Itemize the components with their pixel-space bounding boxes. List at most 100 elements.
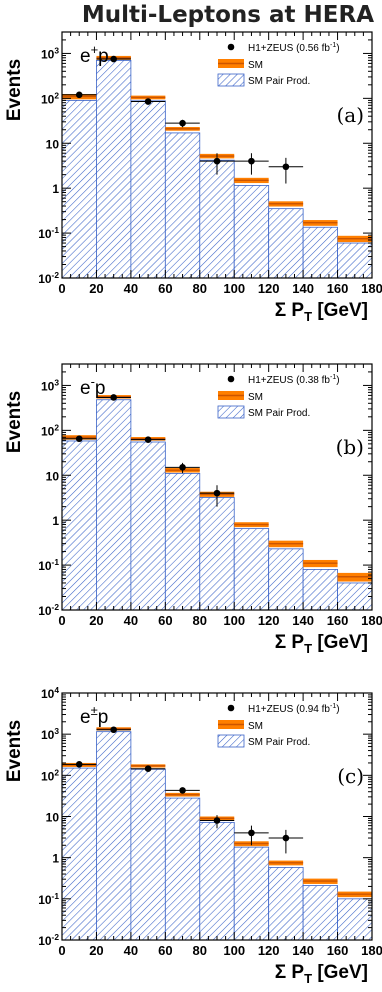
pair-prod-bar [164, 472, 201, 611]
y-tick-label: 102 [41, 90, 59, 106]
data-point [282, 163, 290, 171]
x-tick-label: 0 [58, 281, 65, 296]
x-tick-label: 40 [124, 613, 138, 628]
x-tick-label: 80 [193, 613, 207, 628]
pair-prod-bar [96, 731, 132, 941]
data-point [213, 489, 221, 497]
data-point [144, 98, 152, 105]
pair-prod-bar [302, 226, 338, 279]
x-tick-label: 180 [361, 943, 382, 958]
x-tick-label: 40 [124, 281, 138, 296]
x-tick-label: 100 [223, 281, 245, 296]
y-axis-label: Events [4, 720, 25, 782]
legend-sm-label: SM [248, 60, 263, 71]
y-axis-label: Events [4, 391, 25, 453]
legend-pair-swatch [217, 73, 245, 87]
chart-panel-c: 0 20 40 60 80 100 120 140 160 180 10-2 10-1 1 10 102 10… [4, 685, 382, 986]
pair-prod-bar [61, 440, 97, 611]
data-point [213, 157, 221, 165]
x-tick-label: 120 [258, 613, 280, 628]
pair-prod-bar [233, 528, 270, 611]
legend-pair-swatch [217, 734, 245, 748]
legend-data-marker [227, 375, 235, 383]
x-tick-label: 100 [223, 613, 245, 628]
pair-prod-bar [199, 159, 235, 279]
y-tick-label: 10-2 [38, 932, 59, 948]
x-tick-label: 160 [327, 281, 349, 296]
pair-prod-bar [164, 132, 201, 279]
y-tick-label: 1 [52, 182, 59, 196]
y-tick-label: 103 [41, 726, 59, 742]
pair-prod-bar [199, 821, 235, 941]
y-tick-label: 103 [41, 45, 59, 61]
pair-prod-bar [302, 569, 338, 611]
pair-prod-bar [337, 582, 373, 611]
x-tick-label: 120 [258, 281, 280, 296]
data-point [248, 829, 255, 837]
data-point [144, 436, 152, 443]
y-tick-label: 10 [46, 811, 60, 825]
data-point [144, 765, 152, 772]
pair-prod-bar [268, 548, 304, 611]
data-point [75, 435, 83, 443]
y-tick-label: 103 [41, 377, 59, 393]
legend-pair-label: SM Pair Prod. [248, 408, 310, 419]
process-label: e+p [80, 42, 109, 67]
pair-prod-bar [96, 59, 132, 279]
data-point [179, 787, 186, 794]
x-tick-label: 80 [193, 943, 207, 958]
x-tick-label: 180 [361, 613, 382, 628]
y-tick-label: 102 [41, 422, 59, 438]
pair-prod-bar [233, 185, 270, 279]
pair-prod-bar [233, 846, 270, 941]
x-tick-label: 40 [124, 943, 138, 958]
y-tick-label: 1 [52, 852, 59, 866]
legend-sm-label: SM [248, 721, 263, 732]
pair-prod-bar [199, 497, 235, 611]
pair-prod-bar [302, 885, 338, 941]
page-title: Multi-Leptons at HERA [81, 2, 374, 28]
x-tick-label: 20 [89, 281, 103, 296]
data-point [75, 761, 83, 768]
y-tick-label: 10 [46, 469, 60, 483]
x-tick-label: 0 [58, 943, 65, 958]
pair-prod-bar [96, 399, 132, 611]
panel-label: (b) [336, 435, 364, 459]
process-label: e-p [80, 374, 106, 399]
y-tick-label: 10-1 [38, 891, 59, 907]
legend-pair-label: SM Pair Prod. [248, 737, 310, 748]
y-tick-label: 102 [41, 767, 59, 783]
x-tick-label: 80 [193, 281, 207, 296]
pair-prod-bar [130, 768, 166, 941]
y-axis-label: Events [4, 59, 25, 121]
pair-prod-bar [130, 100, 166, 279]
y-tick-label: 1 [52, 514, 59, 528]
data-point [179, 464, 186, 471]
panel-label: (c) [337, 764, 364, 788]
pair-prod-bar [130, 441, 166, 611]
chart-panel-a: 0 20 40 60 80 100 120 140 160 180 10-2 10-1 1 10 102 10… [4, 31, 382, 324]
x-tick-label: 60 [158, 281, 172, 296]
legend-data-marker [227, 43, 235, 51]
x-tick-label: 140 [292, 281, 314, 296]
legend-data-label: H1+ZEUS (0.56 fb-1) [248, 42, 340, 54]
legend-pair-swatch [217, 405, 245, 419]
x-tick-label: 140 [292, 943, 314, 958]
legend-sm-label: SM [248, 392, 263, 403]
x-tick-label: 160 [327, 943, 349, 958]
data-point [248, 157, 255, 165]
legend-data-marker [227, 704, 235, 712]
data-point [110, 394, 117, 401]
pair-prod-bar [268, 208, 304, 279]
pair-prod-bar [337, 242, 373, 279]
data-point [110, 726, 117, 734]
pair-prod-bar [61, 99, 97, 279]
y-tick-label: 10 [46, 137, 60, 151]
legend-pair-label: SM Pair Prod. [248, 76, 310, 87]
x-tick-label: 120 [258, 943, 280, 958]
x-axis-label: Σ PT [GeV] [275, 300, 368, 324]
x-tick-label: 140 [292, 613, 314, 628]
x-axis-label: Σ PT [GeV] [275, 632, 368, 656]
y-tick-label: 10-2 [38, 602, 59, 618]
